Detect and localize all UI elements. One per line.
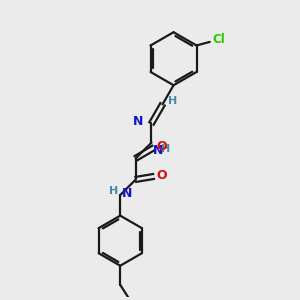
Text: N: N (122, 187, 132, 200)
Text: N: N (153, 144, 163, 157)
Text: Cl: Cl (213, 33, 225, 46)
Text: O: O (156, 169, 166, 182)
Text: H: H (161, 144, 170, 154)
Text: N: N (133, 116, 143, 128)
Text: H: H (168, 96, 177, 106)
Text: H: H (109, 186, 118, 196)
Text: O: O (156, 140, 166, 153)
